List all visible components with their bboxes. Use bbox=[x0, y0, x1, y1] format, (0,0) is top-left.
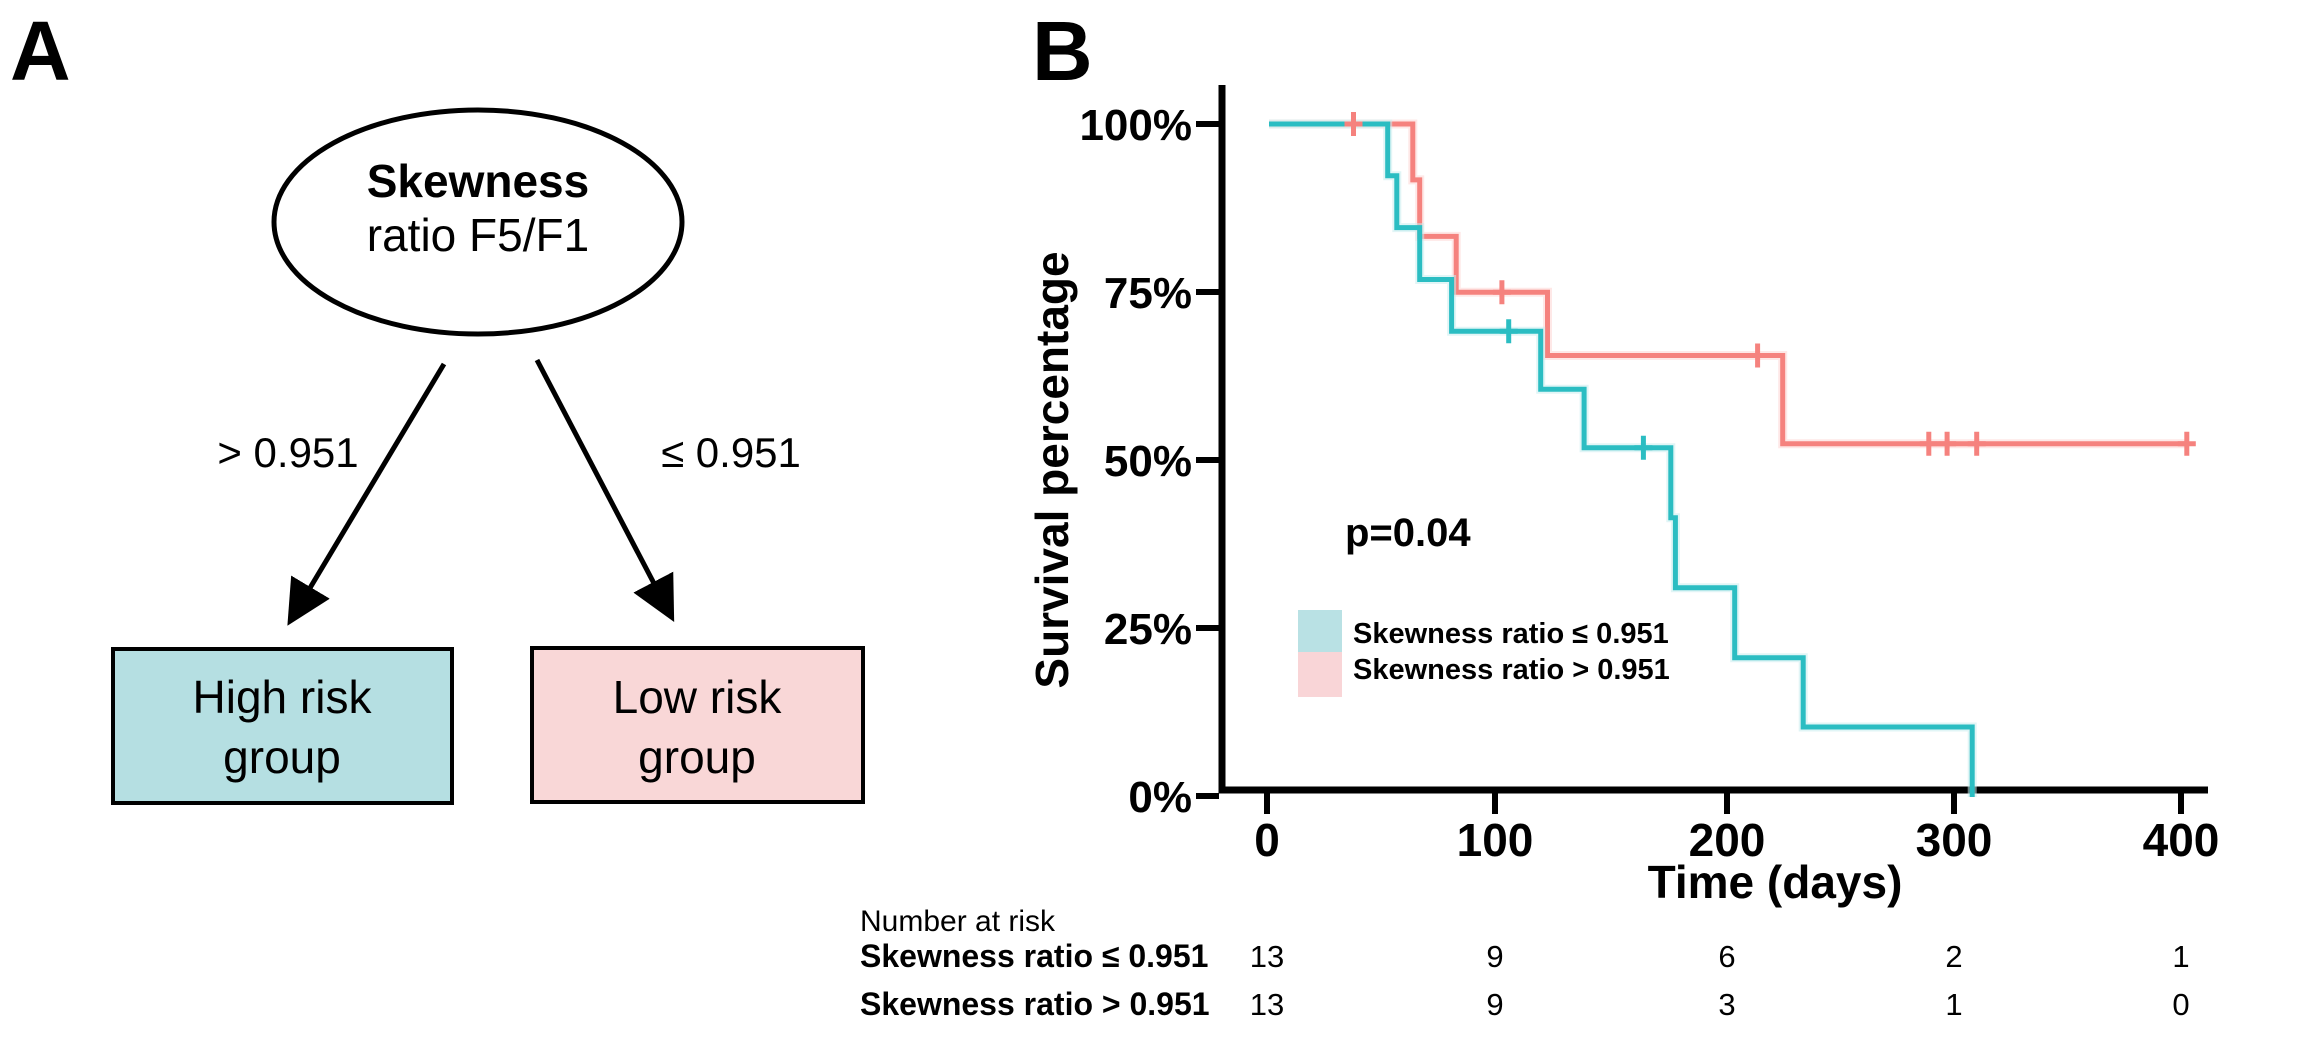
branch-label-left: > 0.951 bbox=[217, 429, 358, 476]
nar-value: 2 bbox=[1945, 939, 1962, 974]
decision-node-title: Skewness bbox=[367, 155, 589, 207]
legend-label-pink: Skewness ratio > 0.951 bbox=[1353, 654, 1670, 686]
censor-mark bbox=[1919, 431, 1938, 456]
high-risk-box-line1: High risk bbox=[193, 671, 373, 723]
nar-value: 3 bbox=[1718, 987, 1735, 1022]
legend-label-teal: Skewness ratio ≤ 0.951 bbox=[1353, 618, 1669, 650]
y-tick-label: 100% bbox=[1079, 101, 1192, 150]
decision-node-ellipse bbox=[271, 107, 685, 337]
legend: Skewness ratio ≤ 0.951 Skewness ratio > … bbox=[1298, 610, 1670, 697]
number-at-risk-row-label-teal: Skewness ratio ≤ 0.951 bbox=[860, 938, 1208, 974]
high-risk-box-line2: group bbox=[223, 731, 341, 783]
x-tick-label: 100 bbox=[1457, 814, 1534, 866]
y-axis-title: Survival percentage bbox=[1026, 251, 1078, 688]
km-curve-ratio-above-0951 bbox=[1269, 121, 2187, 447]
censor-mark bbox=[1344, 112, 1363, 136]
km-curve-halo-above bbox=[1269, 119, 2187, 449]
x-tick-label: 400 bbox=[2143, 814, 2220, 866]
branch-arrow-left bbox=[287, 362, 447, 626]
p-value: p=0.04 bbox=[1345, 511, 1471, 555]
number-at-risk-row-label-pink: Skewness ratio > 0.951 bbox=[860, 986, 1210, 1022]
low-risk-box-line2: group bbox=[638, 731, 756, 783]
nar-value: 9 bbox=[1486, 939, 1503, 974]
low-risk-box bbox=[530, 646, 865, 804]
branch-arrow-right bbox=[534, 358, 675, 622]
number-at-risk-title: Number at risk bbox=[860, 905, 1056, 938]
nar-value: 6 bbox=[1718, 939, 1735, 974]
km-curves bbox=[1269, 112, 2196, 797]
y-tick-label: 50% bbox=[1104, 437, 1192, 486]
nar-value: 9 bbox=[1486, 987, 1503, 1022]
nar-value: 1 bbox=[2172, 939, 2189, 974]
decision-node-subtitle: ratio F5/F1 bbox=[367, 209, 589, 261]
panel-a-label: A bbox=[10, 4, 71, 98]
nar-value: 1 bbox=[1945, 987, 1962, 1022]
censor-mark bbox=[1492, 280, 1511, 305]
km-curve-ratio-below-0951 bbox=[1269, 121, 1975, 797]
censor-mark bbox=[1938, 431, 1957, 456]
nar-value: 0 bbox=[2172, 987, 2189, 1022]
panel-b-label: B bbox=[1032, 4, 1093, 98]
censor-mark bbox=[1967, 431, 1986, 456]
branch-label-right: ≤ 0.951 bbox=[661, 429, 801, 476]
censor-marks-ratio-above bbox=[1344, 112, 2196, 456]
legend-swatch-pink bbox=[1298, 652, 1342, 697]
censor-mark bbox=[1748, 343, 1767, 368]
y-tick-label: 75% bbox=[1104, 269, 1192, 318]
nar-value: 13 bbox=[1250, 987, 1284, 1022]
nar-value: 13 bbox=[1250, 939, 1284, 974]
censor-mark bbox=[1499, 319, 1518, 344]
high-risk-box bbox=[111, 647, 454, 805]
y-tick-label: 25% bbox=[1104, 605, 1192, 654]
censor-marks-ratio-below bbox=[1499, 319, 1653, 460]
censor-mark bbox=[1634, 435, 1653, 460]
y-tick-label: 0% bbox=[1128, 773, 1192, 822]
legend-swatch-teal bbox=[1298, 610, 1342, 652]
x-tick-label: 200 bbox=[1689, 814, 1766, 866]
km-curve-halo-below bbox=[1269, 119, 1977, 797]
x-tick-label: 300 bbox=[1916, 814, 1993, 866]
x-axis-title: Time (days) bbox=[1648, 856, 1903, 908]
censor-mark bbox=[2177, 431, 2196, 456]
number-at-risk-table: Number at risk Skewness ratio ≤ 0.951 13… bbox=[860, 905, 2190, 1022]
x-tick-label: 0 bbox=[1254, 814, 1280, 866]
low-risk-box-line1: Low risk bbox=[613, 671, 783, 723]
